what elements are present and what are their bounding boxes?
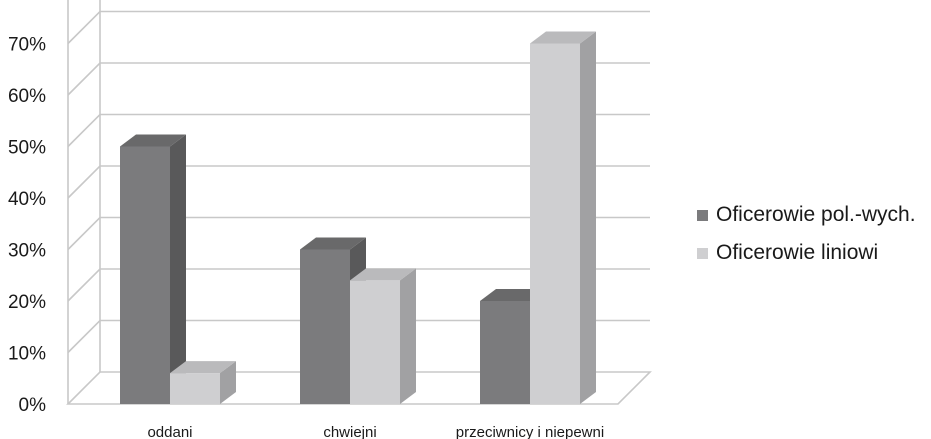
bar-top-face — [530, 31, 596, 44]
bar-front-face — [120, 146, 170, 404]
y-tick-label: 70% — [8, 35, 46, 56]
gridlines — [67, 10, 650, 354]
bar-chwiejni-series-2 — [350, 268, 416, 404]
bar-top-face — [120, 134, 186, 147]
bars — [120, 31, 596, 404]
bar-side-face — [400, 268, 416, 404]
bar-front-face — [300, 249, 350, 404]
gridline — [67, 113, 650, 148]
legend-item-series-1: Oficerowie pol.-wych. — [697, 196, 916, 234]
gridline — [67, 62, 650, 96]
bar-side-face — [580, 31, 596, 404]
gridline — [67, 216, 650, 251]
y-tick-label: 20% — [8, 292, 46, 313]
legend-label-series-2: Oficerowie liniowi — [716, 241, 879, 264]
bar-top-face — [170, 361, 236, 374]
bar-przeciwnicy-i-niepewni-series-2 — [530, 31, 596, 404]
x-category-label: oddani — [147, 424, 192, 439]
bar-top-face — [480, 289, 546, 301]
gridline — [67, 268, 650, 302]
x-category-label: chwiejni — [323, 424, 376, 439]
bar-oddani-series-2 — [170, 361, 236, 404]
bar-front-face — [170, 373, 220, 404]
bar-side-face — [170, 134, 186, 404]
y-axis-tick-labels: 0% 10% 20% 30% 40% 50% 60% 70% — [8, 35, 46, 417]
x-axis-category-labels: oddani chwiejni przeciwnicy i niepewni — [147, 424, 604, 439]
bar-oddani-series-1 — [120, 134, 186, 404]
legend-swatch-series-1 — [697, 209, 708, 221]
gridline — [67, 319, 650, 354]
bar-top-face — [350, 268, 416, 281]
y-tick-label: 10% — [8, 344, 46, 365]
legend-item-series-2: Oficerowie liniowi — [697, 234, 916, 272]
legend-label-series-1: Oficerowie pol.-wych. — [716, 203, 916, 226]
gridline — [67, 10, 650, 45]
bar-side-face — [220, 361, 236, 404]
x-category-label: przeciwnicy i niepewni — [456, 424, 604, 439]
bar-front-face — [350, 280, 400, 404]
y-tick-label: 50% — [8, 138, 46, 159]
y-tick-label: 60% — [8, 86, 46, 107]
bar-top-face — [300, 237, 366, 250]
y-tick-label: 0% — [19, 395, 47, 416]
gridline — [67, 165, 650, 199]
y-tick-label: 40% — [8, 189, 46, 210]
legend: Oficerowie pol.-wych. Oficerowie liniowi — [697, 196, 916, 272]
bar-front-face — [530, 43, 580, 404]
legend-swatch-series-2 — [697, 247, 708, 259]
bar-front-face — [480, 301, 530, 404]
y-tick-label: 30% — [8, 241, 46, 262]
